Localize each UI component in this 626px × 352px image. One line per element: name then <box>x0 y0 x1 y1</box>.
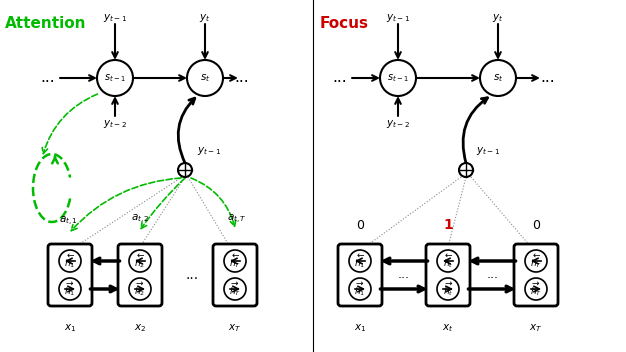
Circle shape <box>129 250 151 272</box>
Text: $a_{t,2}$: $a_{t,2}$ <box>131 213 150 226</box>
Text: $x_1$: $x_1$ <box>354 322 366 334</box>
Text: 0: 0 <box>356 219 364 232</box>
Text: $\overleftarrow{h_1}$: $\overleftarrow{h_1}$ <box>354 252 366 270</box>
Circle shape <box>459 163 473 177</box>
Circle shape <box>525 250 547 272</box>
Circle shape <box>480 60 516 96</box>
Text: $x_2$: $x_2$ <box>134 322 146 334</box>
Text: $\overrightarrow{h_T}$: $\overrightarrow{h_T}$ <box>530 280 542 298</box>
Text: $y_{t-1}$: $y_{t-1}$ <box>103 12 127 24</box>
Circle shape <box>224 278 246 300</box>
FancyBboxPatch shape <box>118 244 162 306</box>
FancyBboxPatch shape <box>213 244 257 306</box>
Circle shape <box>525 278 547 300</box>
Text: $y_t$: $y_t$ <box>492 12 504 24</box>
Text: $y_t$: $y_t$ <box>199 12 211 24</box>
Text: 1: 1 <box>443 218 453 232</box>
Text: $\overrightarrow{h_2}$: $\overrightarrow{h_2}$ <box>135 280 146 298</box>
Text: $x_T$: $x_T$ <box>530 322 543 334</box>
Circle shape <box>349 278 371 300</box>
Text: ...: ... <box>185 268 198 282</box>
Text: ...: ... <box>487 269 499 282</box>
Text: ...: ... <box>235 70 249 86</box>
Circle shape <box>437 250 459 272</box>
FancyBboxPatch shape <box>514 244 558 306</box>
Text: 0: 0 <box>532 219 540 232</box>
Text: $s_t$: $s_t$ <box>493 72 503 84</box>
Text: $s_{t-1}$: $s_{t-1}$ <box>387 72 409 84</box>
FancyBboxPatch shape <box>338 244 382 306</box>
Text: $a_{t,1}$: $a_{t,1}$ <box>59 215 78 228</box>
Text: $y_{t-2}$: $y_{t-2}$ <box>386 118 410 130</box>
Circle shape <box>59 278 81 300</box>
Circle shape <box>437 278 459 300</box>
Text: $x_t$: $x_t$ <box>442 322 454 334</box>
Text: $\overleftarrow{h_1}$: $\overleftarrow{h_1}$ <box>64 252 76 270</box>
Text: ...: ... <box>398 269 410 282</box>
Text: Attention: Attention <box>5 16 86 31</box>
Text: $\overrightarrow{h_T}$: $\overrightarrow{h_T}$ <box>229 280 241 298</box>
Text: $y_{t-2}$: $y_{t-2}$ <box>103 118 127 130</box>
Text: $a_{t,T}$: $a_{t,T}$ <box>227 213 247 226</box>
Text: $\overrightarrow{h_1}$: $\overrightarrow{h_1}$ <box>354 280 366 298</box>
Circle shape <box>349 250 371 272</box>
Circle shape <box>187 60 223 96</box>
Text: $y_{t-1}$: $y_{t-1}$ <box>476 145 500 157</box>
Text: $y_{t-1}$: $y_{t-1}$ <box>386 12 410 24</box>
Text: ...: ... <box>41 70 55 86</box>
Text: $\overleftarrow{h_T}$: $\overleftarrow{h_T}$ <box>530 252 542 270</box>
Circle shape <box>380 60 416 96</box>
Text: $\overleftarrow{h_T}$: $\overleftarrow{h_T}$ <box>229 252 241 270</box>
Circle shape <box>178 163 192 177</box>
Text: $\overrightarrow{h_t}$: $\overrightarrow{h_t}$ <box>443 280 453 298</box>
Text: Focus: Focus <box>320 16 369 31</box>
Text: $s_t$: $s_t$ <box>200 72 210 84</box>
Text: $x_T$: $x_T$ <box>228 322 242 334</box>
Text: $\overleftarrow{h_t}$: $\overleftarrow{h_t}$ <box>443 252 453 270</box>
Text: ...: ... <box>332 70 347 86</box>
Circle shape <box>129 278 151 300</box>
FancyBboxPatch shape <box>426 244 470 306</box>
Text: $x_1$: $x_1$ <box>64 322 76 334</box>
Text: $\overrightarrow{h_1}$: $\overrightarrow{h_1}$ <box>64 280 76 298</box>
Text: $s_{t-1}$: $s_{t-1}$ <box>104 72 126 84</box>
Text: $y_{t-1}$: $y_{t-1}$ <box>197 145 221 157</box>
Text: $\overleftarrow{h_2}$: $\overleftarrow{h_2}$ <box>135 252 146 270</box>
FancyBboxPatch shape <box>48 244 92 306</box>
Text: ...: ... <box>541 70 555 86</box>
Circle shape <box>59 250 81 272</box>
Circle shape <box>97 60 133 96</box>
Circle shape <box>224 250 246 272</box>
